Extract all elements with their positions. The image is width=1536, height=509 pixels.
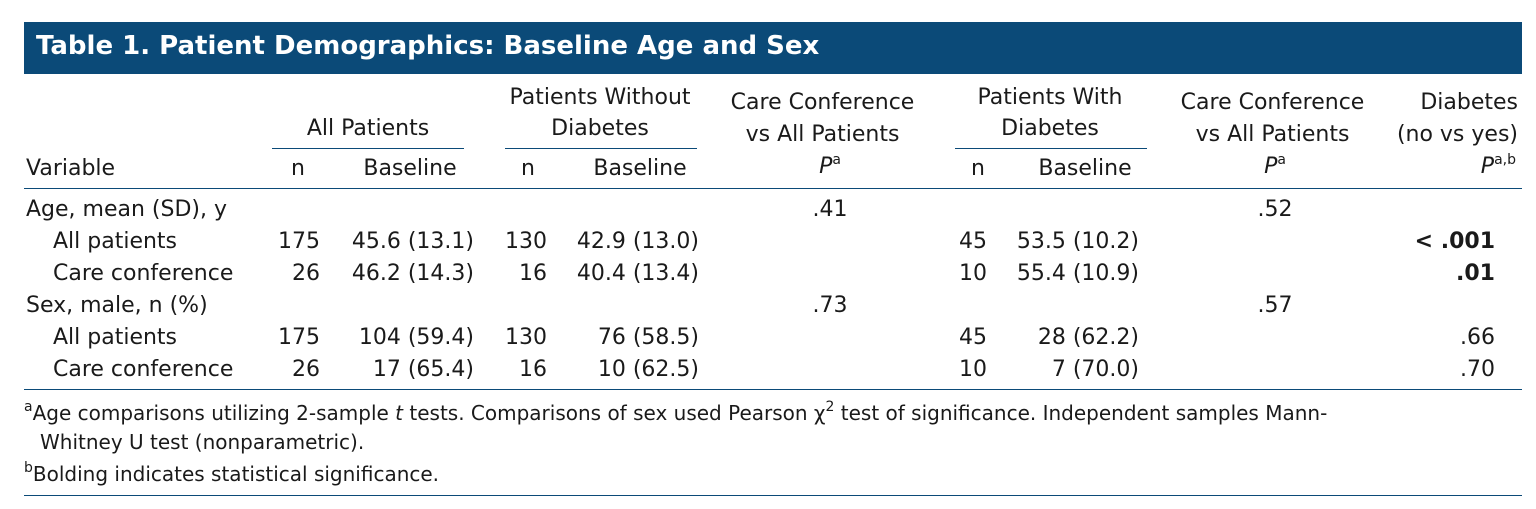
row-sex-all-n3: 45 xyxy=(959,325,987,350)
header-diabetes-line1: Diabetes xyxy=(1420,90,1518,115)
row-age-all-n2: 130 xyxy=(505,229,547,254)
row-sex-all-n2: 130 xyxy=(505,325,547,350)
row-sex-all-b2: 76 (58.5) xyxy=(597,325,699,350)
header-without-diabetes-line1: Patients Without xyxy=(509,85,691,110)
footnote-a: aAge comparisons utilizing 2-sample t te… xyxy=(24,399,1328,425)
footnote-bottom-rule xyxy=(24,495,1522,496)
row-sex-all-b3: 28 (62.2) xyxy=(1037,325,1139,350)
row-age-all-b3: 53.5 (10.2) xyxy=(1016,229,1139,254)
header-care-vs-all-2-line1: Care Conference xyxy=(1180,90,1365,115)
row-age-p1: .41 xyxy=(812,197,848,222)
group-rule-with xyxy=(955,148,1147,149)
header-care-vs-all-1-line2: vs All Patients xyxy=(745,122,900,147)
table-bottom-rule xyxy=(24,389,1522,390)
header-with-diabetes-line2: Diabetes xyxy=(1001,116,1099,141)
header-n-without: n xyxy=(521,156,535,181)
row-age-care-p3: .01 xyxy=(1456,261,1495,286)
row-sex-care-n2: 16 xyxy=(519,357,547,382)
row-age-all-b1: 45.6 (13.1) xyxy=(351,229,474,254)
row-age-care-b3: 55.4 (10.9) xyxy=(1016,261,1139,286)
row-sex-all-b1: 104 (59.4) xyxy=(358,325,474,350)
header-variable: Variable xyxy=(26,156,116,181)
row-sex-all-p3: .66 xyxy=(1460,325,1495,350)
header-without-diabetes-line2: Diabetes xyxy=(551,116,649,141)
row-sex-p1: .73 xyxy=(812,293,848,318)
row-sex-care-b3: 7 (70.0) xyxy=(1051,357,1139,382)
header-care-vs-all-2-line2: vs All Patients xyxy=(1195,122,1350,147)
row-age-all-b2: 42.9 (13.0) xyxy=(576,229,699,254)
row-sex-care-label: Care conference xyxy=(53,357,234,382)
row-sex-care-n3: 10 xyxy=(959,357,987,382)
group-rule-without xyxy=(505,148,697,149)
header-n-all: n xyxy=(291,156,305,181)
header-n-with: n xyxy=(971,156,985,181)
row-age-care-b2: 40.4 (13.4) xyxy=(576,261,699,286)
row-sex-label: Sex, male, n (%) xyxy=(26,293,208,318)
row-age-care-n1: 26 xyxy=(292,261,320,286)
row-age-all-n1: 175 xyxy=(278,229,320,254)
row-sex-all-label: All patients xyxy=(53,325,178,350)
row-sex-care-b1: 17 (65.4) xyxy=(372,357,474,382)
row-age-p2: .52 xyxy=(1257,197,1293,222)
footnote-a-line2: Whitney U test (nonparametric). xyxy=(40,430,365,454)
header-baseline-without: Baseline xyxy=(593,156,687,181)
row-age-care-n2: 16 xyxy=(519,261,547,286)
header-diabetes-line2: (no vs yes) xyxy=(1396,122,1518,147)
footnote-b: bBolding indicates statistical significa… xyxy=(24,460,440,486)
header-baseline-with: Baseline xyxy=(1038,156,1132,181)
header-baseline-all: Baseline xyxy=(363,156,457,181)
header-bottom-rule xyxy=(24,188,1522,189)
row-age-care-n3: 10 xyxy=(959,261,987,286)
row-sex-care-b2: 10 (62.5) xyxy=(597,357,699,382)
row-age-care-b1: 46.2 (14.3) xyxy=(351,261,474,286)
group-rule-all xyxy=(272,148,464,149)
header-with-diabetes-line1: Patients With xyxy=(977,85,1123,110)
header-p-3: Pa,b xyxy=(1480,151,1516,179)
row-age-all-label: All patients xyxy=(53,229,178,254)
row-age-all-p3: < .001 xyxy=(1414,229,1495,254)
row-age-all-n3: 45 xyxy=(959,229,987,254)
header-all-patients: All Patients xyxy=(306,116,430,141)
table-title-bar: Table 1. Patient Demographics: Baseline … xyxy=(24,22,1522,74)
row-sex-care-p3: .70 xyxy=(1460,357,1495,382)
row-sex-all-n1: 175 xyxy=(278,325,320,350)
row-sex-p2: .57 xyxy=(1257,293,1293,318)
header-p-1: Pa xyxy=(819,151,841,179)
row-sex-care-n1: 26 xyxy=(292,357,320,382)
table-title: Table 1. Patient Demographics: Baseline … xyxy=(36,31,820,61)
header-p-2: Pa xyxy=(1264,151,1286,179)
row-age-care-label: Care conference xyxy=(53,261,234,286)
row-age-label: Age, mean (SD), y xyxy=(26,197,227,222)
header-care-vs-all-1-line1: Care Conference xyxy=(730,90,915,115)
